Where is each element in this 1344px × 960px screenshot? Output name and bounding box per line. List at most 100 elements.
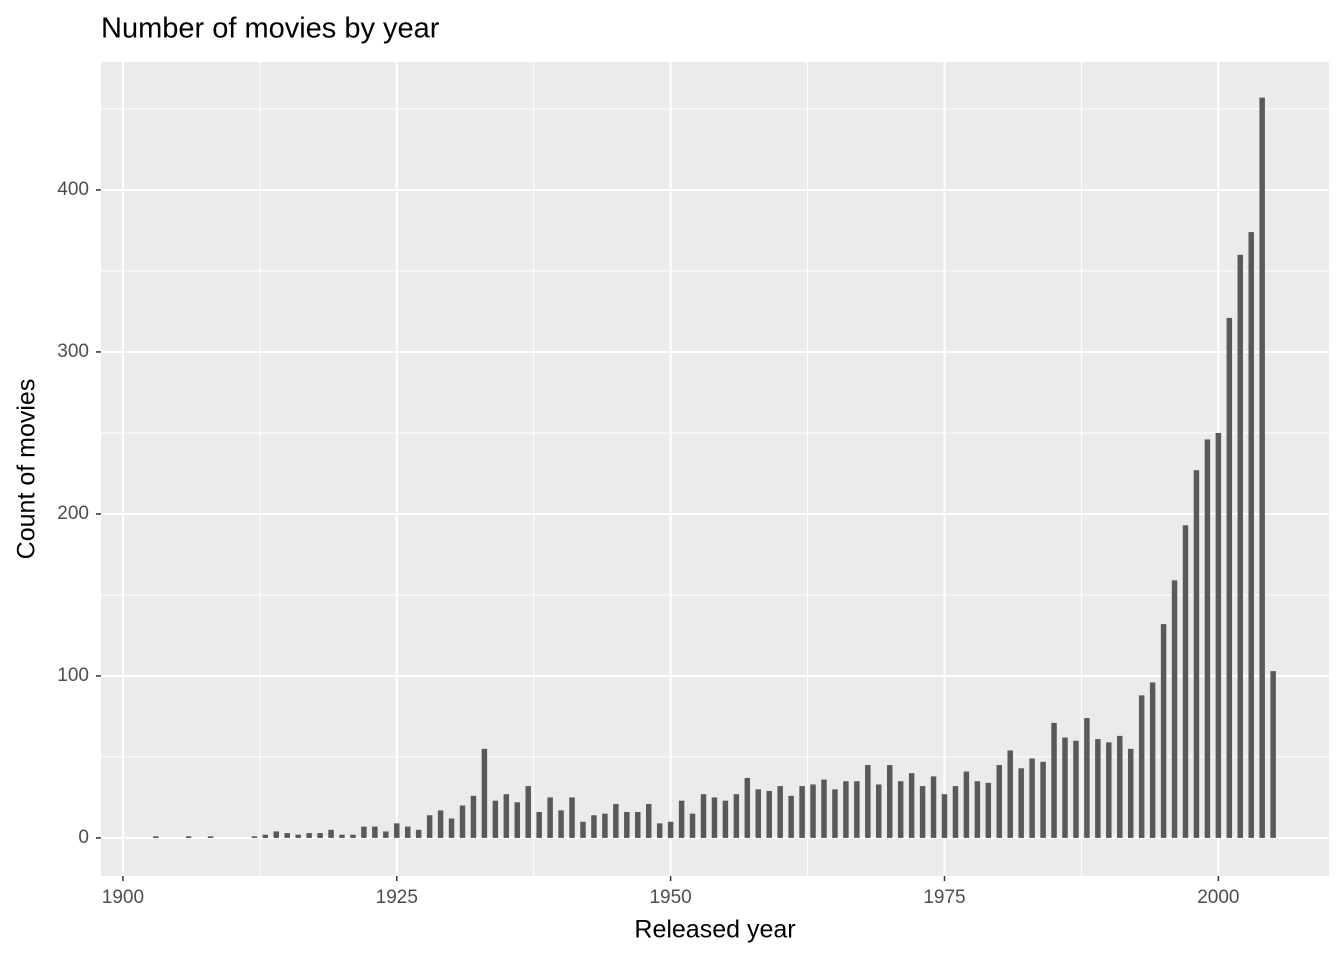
x-tick-label: 1975 [923, 887, 965, 908]
bar [1051, 722, 1057, 838]
bar [580, 821, 586, 838]
bar [514, 802, 521, 838]
bar [1127, 748, 1134, 838]
bar [1040, 761, 1046, 838]
bar [372, 826, 378, 838]
panel [101, 62, 1329, 876]
bar [832, 789, 838, 838]
chart-title: Number of movies by year [101, 13, 440, 45]
x-tick-label: 1950 [649, 887, 691, 908]
x-tick-label: 1900 [102, 887, 144, 908]
bar [755, 789, 762, 838]
bar [1018, 768, 1024, 838]
bar [613, 803, 619, 838]
bar [897, 781, 904, 838]
bar [492, 800, 499, 838]
bar [624, 812, 630, 838]
x-axis-title: Released year [634, 916, 795, 944]
bar [1095, 739, 1101, 838]
bar [843, 781, 849, 838]
bar [317, 833, 323, 838]
bar [996, 765, 1003, 838]
bar [1171, 580, 1178, 838]
bar [700, 794, 707, 838]
bar [503, 794, 510, 838]
bar [1193, 470, 1200, 838]
bar [404, 826, 411, 838]
bar [876, 784, 882, 838]
bar [985, 782, 992, 838]
bar [821, 779, 827, 838]
bar [908, 773, 915, 838]
bar [251, 836, 258, 838]
bar [1062, 737, 1068, 838]
bar [437, 810, 444, 838]
y-tick-label: 0 [78, 827, 89, 848]
bar [645, 803, 652, 838]
bar [350, 834, 356, 838]
bar [591, 815, 597, 838]
bar [1270, 671, 1276, 838]
bar [1073, 740, 1079, 838]
y-tick-label: 100 [57, 665, 89, 686]
bar [722, 800, 729, 838]
bar [1007, 750, 1013, 838]
bar [886, 765, 893, 838]
bar [1106, 742, 1112, 838]
bar [426, 815, 433, 838]
bar [415, 829, 422, 838]
x-tick-label: 1925 [376, 887, 418, 908]
bar [383, 831, 389, 838]
bar [262, 834, 269, 838]
bar [952, 786, 959, 838]
bar [525, 786, 531, 838]
bar [306, 833, 312, 838]
bar [678, 800, 685, 838]
bar [1029, 758, 1035, 838]
bar [733, 794, 740, 838]
bar [766, 790, 772, 838]
bar [1160, 624, 1167, 838]
bar [536, 812, 542, 838]
y-tick-label: 400 [57, 179, 89, 200]
bar [328, 829, 334, 838]
bar [153, 836, 159, 838]
bar [361, 826, 367, 838]
bar [284, 833, 290, 838]
bar [667, 821, 674, 838]
bar [1226, 317, 1233, 838]
bar [788, 795, 794, 838]
bar [963, 771, 970, 838]
bar [1215, 432, 1222, 838]
y-tick-label: 300 [57, 341, 89, 362]
y-tick-label: 200 [57, 503, 89, 524]
bar [1204, 439, 1211, 838]
bar [656, 823, 663, 838]
bar [777, 786, 783, 838]
bar [547, 797, 553, 838]
x-tick-label: 2000 [1197, 887, 1239, 908]
bar [1237, 254, 1244, 838]
bar [394, 823, 400, 838]
bar [185, 836, 192, 838]
bar [558, 810, 564, 838]
bar [1084, 718, 1090, 838]
bar [1149, 682, 1156, 838]
bar [854, 781, 860, 838]
bar [635, 812, 641, 838]
bar [1117, 735, 1123, 838]
bar [1182, 525, 1189, 838]
bar [865, 765, 871, 838]
bar [1259, 97, 1265, 838]
bar [207, 836, 214, 838]
bar [481, 748, 488, 838]
bar [941, 794, 948, 838]
bar [273, 831, 280, 838]
bar [1138, 695, 1145, 838]
bar [602, 813, 608, 838]
bar [1248, 232, 1254, 838]
bar [295, 834, 301, 838]
bar [470, 795, 477, 838]
bar [459, 805, 466, 838]
